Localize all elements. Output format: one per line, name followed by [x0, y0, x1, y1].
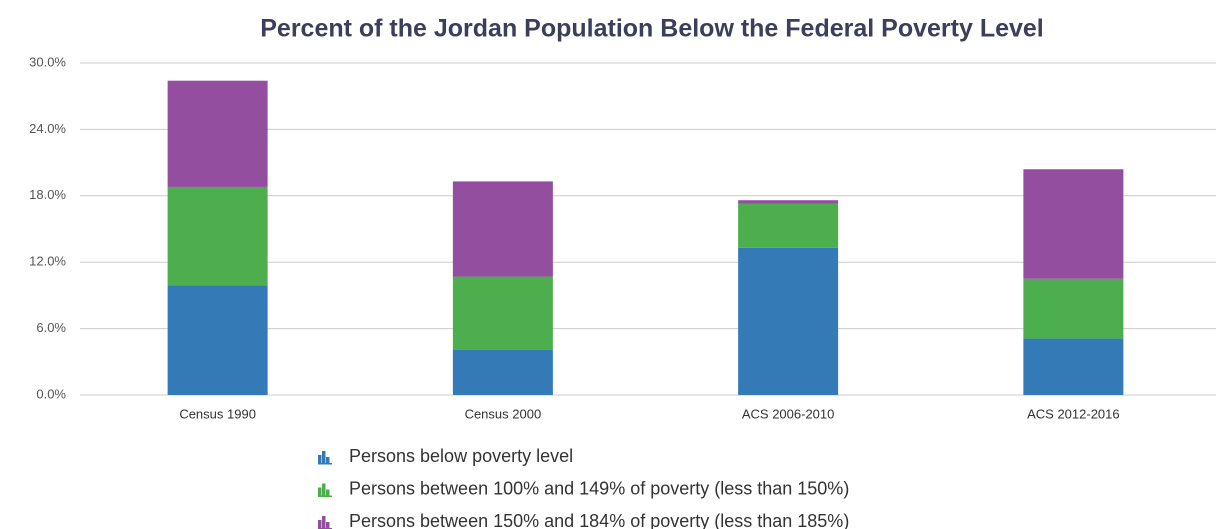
legend-icon [318, 487, 322, 496]
legend-label: Persons between 150% and 184% of poverty… [349, 511, 849, 529]
bar-segment [738, 200, 839, 204]
bar-segment [738, 247, 839, 395]
legend-icon [326, 489, 330, 496]
bar-segment [1023, 278, 1124, 339]
chart-title: Percent of the Jordan Population Below t… [260, 15, 1044, 43]
legend-icon [326, 457, 330, 463]
bar-segment [167, 186, 268, 286]
y-tick-label: 24.0% [29, 121, 66, 136]
legend-icon [322, 516, 326, 528]
bar-segment [167, 80, 268, 187]
y-tick-label: 18.0% [29, 187, 66, 202]
legend-icon [318, 495, 332, 497]
bar-segment [452, 349, 553, 395]
legend-icon [318, 463, 332, 465]
bar-segment [1023, 169, 1124, 279]
legend-icon [322, 451, 326, 463]
legend-label: Persons below poverty level [349, 446, 573, 466]
legend-label: Persons between 100% and 149% of poverty… [349, 478, 849, 498]
x-tick-label: Census 2000 [465, 406, 542, 421]
legend-icon [322, 483, 326, 496]
y-tick-label: 12.0% [29, 254, 66, 269]
bar-segment [738, 203, 839, 248]
legend-icon [318, 520, 322, 528]
y-tick-label: 0.0% [36, 386, 66, 401]
y-tick-label: 30.0% [29, 54, 66, 69]
x-tick-label: Census 1990 [179, 406, 256, 421]
x-tick-label: ACS 2012-2016 [1027, 406, 1120, 421]
bar-segment [1023, 338, 1124, 395]
bar-segment [452, 181, 553, 277]
x-tick-label: ACS 2006-2010 [742, 406, 835, 421]
legend-icon [318, 455, 322, 463]
bar-segment [452, 276, 553, 350]
bar-segment [167, 285, 268, 395]
legend-icon [326, 522, 330, 528]
y-tick-label: 6.0% [36, 320, 66, 335]
